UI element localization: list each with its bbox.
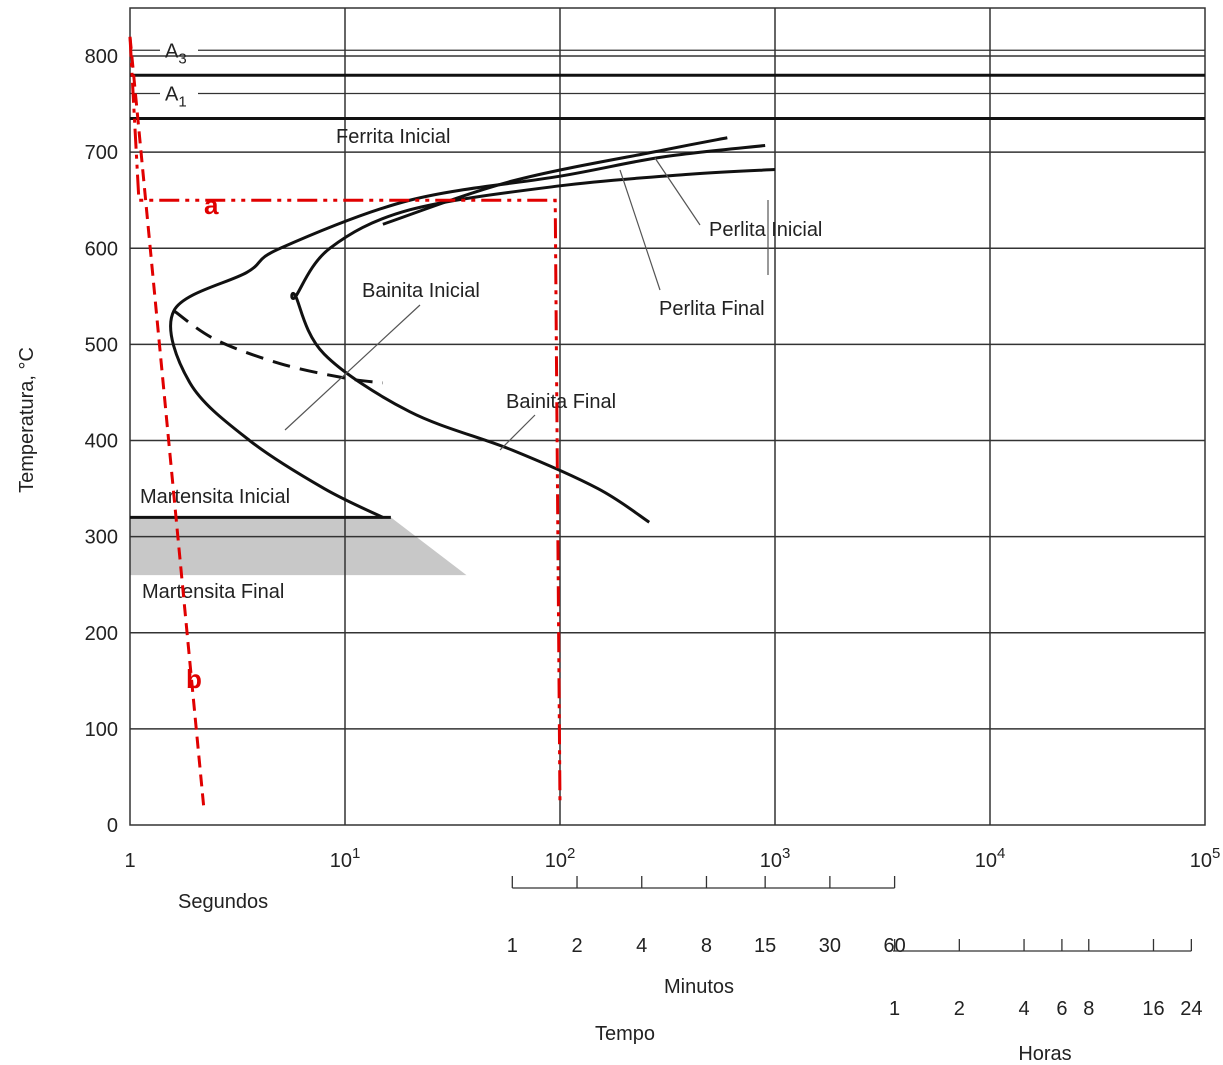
x-tick-label: 105 (1190, 845, 1221, 872)
hours-scale: 1 2 4 6 8 16 24 (889, 939, 1202, 1020)
label-ferrita-inicial: Ferrita Inicial (336, 126, 450, 148)
scale-tick-label: 4 (1018, 998, 1029, 1020)
y-tick-label: 300 (85, 527, 118, 549)
scale-tick-label: 8 (1083, 998, 1094, 1020)
label-leader (654, 157, 701, 226)
grid (130, 8, 1205, 825)
curve-bainita-50 (173, 309, 384, 385)
label-bainita-final: Bainita Final (506, 391, 616, 413)
curve-transformation-start (169, 143, 766, 519)
label-leader (619, 169, 661, 291)
scale-tick-label: 1 (507, 935, 518, 957)
scale-tick-label: 8 (701, 935, 712, 957)
x-tick-label: 1 (124, 850, 135, 872)
label-bainita-inicial: Bainita Inicial (362, 280, 480, 302)
label-leaders (284, 157, 769, 451)
ref-label-A1: A1 (165, 84, 187, 111)
scale-tick-label: 24 (1180, 998, 1202, 1020)
y-axis-label: Temperatura, °C (16, 347, 38, 493)
scale-tick-label: 6 (1056, 998, 1067, 1020)
x-tick-label: 104 (975, 845, 1006, 872)
label-leader (284, 304, 421, 431)
label-perlita-inicial: Perlita Inicial (709, 219, 822, 241)
curve-transformation-finish (290, 167, 776, 524)
transformation-curves (130, 136, 776, 524)
label-perlita-final: Perlita Final (659, 298, 765, 320)
x-tick-label: 101 (330, 845, 361, 872)
reference-lines: A3 A1 (130, 40, 1205, 121)
scale-tick-label: 1 (889, 998, 900, 1020)
scale-tick-label: 2 (571, 935, 582, 957)
x-tick-label: 103 (760, 845, 791, 872)
cooling-label-b: b (186, 664, 202, 694)
cooling-label-a: a (204, 190, 219, 220)
scale-tick-label: 15 (754, 935, 776, 957)
curve-ferrita-inicial (382, 136, 728, 226)
cooling-curve-b (128, 36, 206, 806)
cooling-curves (128, 36, 562, 806)
y-tick-label: 200 (85, 623, 118, 645)
y-tick-label: 500 (85, 334, 118, 356)
x-axis-label: Tempo (595, 1023, 655, 1045)
plot-frame (129, 7, 1206, 826)
label-martensita-final: Martensita Final (142, 581, 284, 603)
seconds-label: Segundos (178, 891, 268, 913)
x-tick-labels: 1 101 102 103 104 105 (124, 845, 1220, 872)
x-tick-label: 102 (545, 845, 576, 872)
minutes-scale: 1 2 4 8 15 30 60 (507, 876, 906, 957)
y-tick-label: 400 (85, 431, 118, 453)
y-tick-labels: 0 100 200 300 400 500 600 700 800 (85, 46, 118, 837)
scale-tick-label: 16 (1142, 998, 1164, 1020)
y-tick-label: 100 (85, 719, 118, 741)
y-tick-label: 800 (85, 46, 118, 68)
y-tick-label: 0 (107, 815, 118, 837)
label-martensita-inicial: Martensita Inicial (140, 486, 290, 508)
hours-label: Horas (1018, 1043, 1071, 1065)
scale-tick-label: 30 (819, 935, 841, 957)
scale-tick-label: 4 (636, 935, 647, 957)
label-leader (499, 414, 536, 451)
ref-label-A3: A3 (165, 40, 187, 67)
minutes-label: Minutos (664, 976, 734, 998)
martensite-band (130, 517, 467, 576)
y-tick-label: 600 (85, 238, 118, 260)
scale-tick-label: 2 (954, 998, 965, 1020)
y-tick-label: 700 (85, 142, 118, 164)
cooling-curve-a (128, 36, 562, 806)
